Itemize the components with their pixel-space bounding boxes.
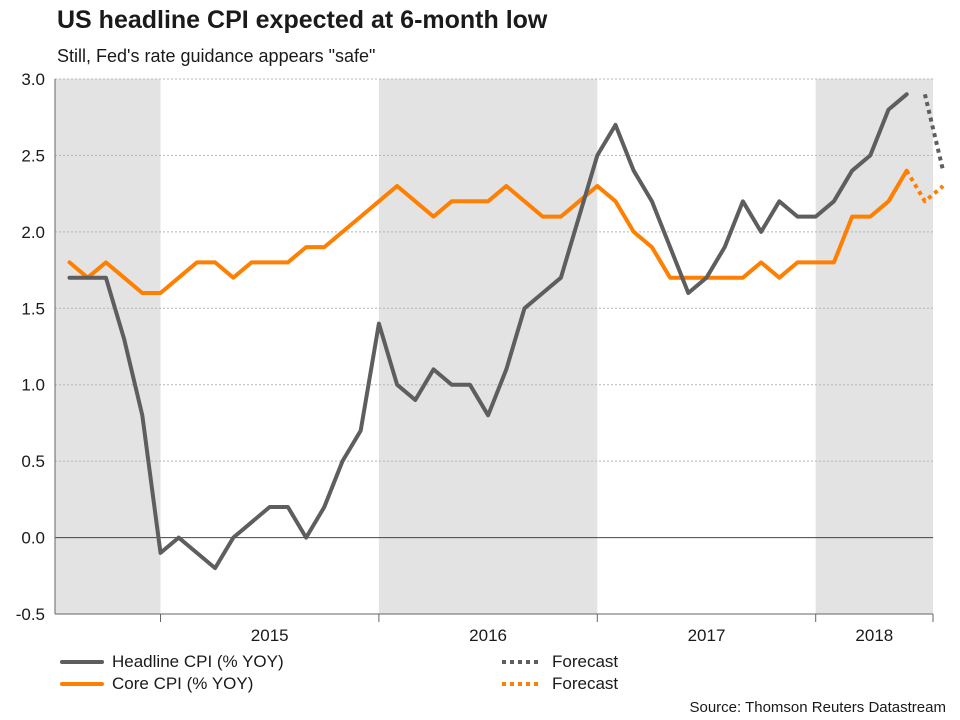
- legend-item-core-forecast: Forecast: [500, 674, 618, 694]
- chart-subtitle: Still, Fed's rate guidance appears "safe…: [57, 46, 376, 66]
- series-line-headline-cpi-yoy: [67, 92, 909, 571]
- legend-swatch-core-forecast: [502, 682, 542, 686]
- legend-swatch-headline-forecast: [502, 660, 542, 664]
- series-line-core-cpi-yoy: [67, 168, 909, 295]
- y-tick-label: 1.5: [21, 299, 45, 318]
- line-chart: 3.0 2.5 2.0 1.5 1.0 0.5 0.0 -0.5 2015 2016 2017 201…: [16, 70, 946, 645]
- legend: Headline CPI (% YOY) Core CPI (% YOY) Fo…: [60, 652, 660, 698]
- y-tick-label: 1.0: [21, 376, 45, 395]
- series-line-core-cpi-forecast: [904, 169, 945, 204]
- series-line-headline-cpi-forecast: [922, 93, 946, 172]
- legend-label-core-forecast: Forecast: [552, 674, 619, 693]
- shaded-band-2016: [378, 79, 598, 614]
- y-tick-label: 3.0: [21, 70, 45, 89]
- x-tick-label: 2017: [688, 626, 726, 645]
- y-tick-label: 0.0: [21, 529, 45, 548]
- x-tick-label: 2018: [855, 626, 893, 645]
- legend-item-core: Core CPI (% YOY): [60, 674, 253, 694]
- legend-label-core: Core CPI (% YOY): [112, 674, 254, 693]
- legend-label-headline: Headline CPI (% YOY): [112, 652, 284, 671]
- y-tick-label: 0.5: [21, 452, 45, 471]
- y-tick-label: -0.5: [16, 605, 45, 624]
- y-tick-label: 2.0: [21, 223, 45, 242]
- legend-label-headline-forecast: Forecast: [552, 652, 619, 671]
- chart-title: US headline CPI expected at 6-month low: [57, 6, 548, 34]
- x-tick-label: 2015: [251, 626, 289, 645]
- legend-swatch-core: [60, 682, 104, 686]
- legend-item-headline: Headline CPI (% YOY): [60, 652, 284, 672]
- y-tick-label: 2.5: [21, 146, 45, 165]
- shaded-band-2014: [55, 79, 161, 614]
- source-note: Source: Thomson Reuters Datastream: [689, 699, 946, 716]
- legend-swatch-headline: [60, 660, 104, 664]
- x-tick-label: 2016: [469, 626, 507, 645]
- legend-item-headline-forecast: Forecast: [500, 652, 618, 672]
- shaded-band-2018: [815, 79, 933, 614]
